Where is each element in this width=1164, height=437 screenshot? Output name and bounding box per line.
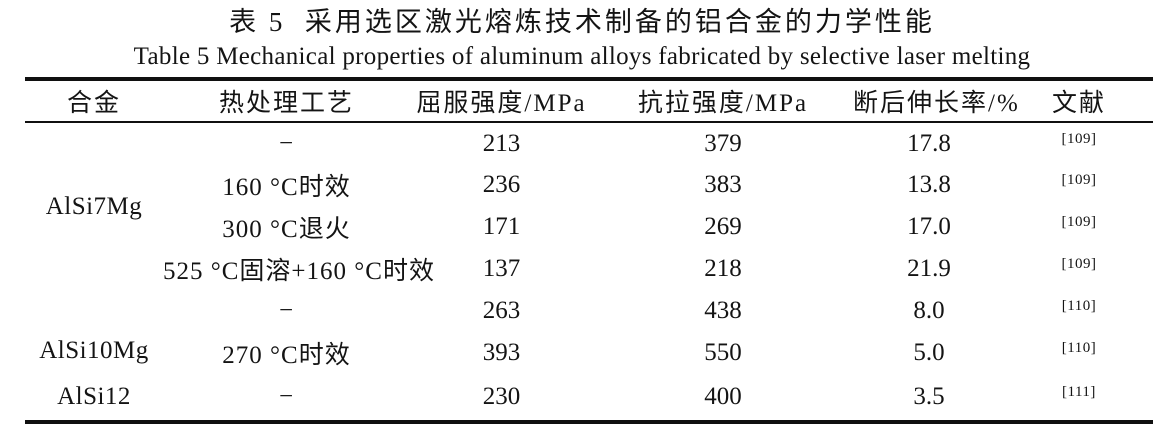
- cell-alloy: AlSi12: [57, 383, 131, 410]
- cell-elongation: 5.0: [913, 339, 945, 366]
- cell-elongation: 13.8: [907, 171, 951, 198]
- cell-treatment: −: [278, 383, 295, 410]
- column-header-alloy: 合金: [66, 90, 121, 117]
- cell-reference: [110]: [1005, 290, 1153, 332]
- cell-tensile-strength: 269: [704, 213, 742, 240]
- cell-treatment: −: [278, 297, 295, 324]
- column-header-treatment: 热处理工艺: [218, 90, 354, 117]
- cell-treatment: −: [278, 129, 295, 157]
- table-caption-english: Table 5 Mechanical properties of aluminu…: [133, 43, 1031, 70]
- reference-citation: [109]: [1061, 130, 1097, 147]
- cell-elongation: 8.0: [913, 297, 945, 324]
- table-caption-chinese: 表 5 采用选区激光熔炼技术制备的铝合金的力学性能: [229, 7, 935, 37]
- reference-citation: [109]: [1061, 172, 1097, 188]
- cell-tensile-strength: 218: [704, 255, 742, 282]
- cell-elongation: 21.9: [907, 255, 951, 282]
- cell-tensile-strength: 438: [704, 297, 742, 324]
- cell-treatment: 160 °C时效: [222, 174, 351, 201]
- table-row: 300 °C退火 171 269 17.0 [109]: [25, 206, 1153, 248]
- cell-reference: [109]: [1005, 164, 1153, 206]
- table-row: 270 °C时效 393 550 5.0 [110]: [25, 332, 1153, 374]
- table-row: AlSi10Mg − 263 438 8.0 [110]: [25, 290, 1153, 364]
- reference-citation: [111]: [1062, 384, 1096, 400]
- cell-yield-strength: 236: [482, 171, 521, 198]
- table-row: AlSi7Mg − 213 379 17.8 [109]: [25, 122, 1153, 220]
- table-row: AlSi12 − 230 400 3.5 [111]: [25, 374, 1153, 422]
- column-header-reference: 文献: [1051, 90, 1106, 117]
- cell-tensile-strength: 400: [704, 383, 742, 410]
- cell-treatment: 300 °C退火: [222, 216, 351, 243]
- table-row: 525 °C固溶+160 °C时效 137 218 21.9 [109]: [25, 248, 1153, 290]
- cell-treatment: 525 °C固溶+160 °C时效: [163, 258, 435, 285]
- cell-yield-strength: 213: [482, 129, 521, 157]
- cell-tensile-strength: 550: [704, 339, 742, 366]
- cell-tensile-strength: 379: [704, 129, 742, 157]
- column-header-tensile-strength: 抗拉强度/MPa: [637, 90, 809, 117]
- cell-elongation: 17.0: [907, 213, 951, 240]
- cell-reference: [109]: [1005, 248, 1153, 290]
- column-header-elongation: 断后伸长率/%: [853, 90, 1020, 117]
- cell-yield-strength: 263: [482, 297, 521, 324]
- cell-alloy: AlSi7Mg: [45, 192, 143, 220]
- column-header-yield-strength: 屈服强度/MPa: [416, 90, 587, 117]
- cell-yield-strength: 393: [482, 339, 521, 366]
- reference-citation: [110]: [1061, 298, 1097, 314]
- reference-citation: [109]: [1061, 214, 1097, 230]
- cell-reference: [109]: [1005, 206, 1153, 248]
- cell-alloy: AlSi10Mg: [39, 337, 149, 364]
- cell-yield-strength: 230: [482, 383, 521, 410]
- table-row: 160 °C时效 236 383 13.8 [109]: [25, 164, 1153, 206]
- reference-citation: [110]: [1061, 340, 1097, 356]
- mechanical-properties-table: 合金 热处理工艺 屈服强度/MPa 抗拉强度/MPa 断后伸长率/% 文献 Al…: [25, 77, 1153, 424]
- cell-tensile-strength: 383: [704, 171, 742, 198]
- cell-elongation: 17.8: [907, 129, 951, 157]
- cell-treatment: 270 °C时效: [222, 342, 351, 369]
- cell-elongation: 3.5: [913, 383, 945, 410]
- cell-yield-strength: 171: [482, 213, 521, 240]
- cell-reference: [109]: [1005, 122, 1153, 164]
- reference-citation: [109]: [1061, 256, 1097, 272]
- cell-reference: [110]: [1005, 332, 1153, 374]
- header-row: 合金 热处理工艺 屈服强度/MPa 抗拉强度/MPa 断后伸长率/% 文献: [25, 79, 1153, 122]
- cell-reference: [111]: [1005, 374, 1153, 422]
- cell-yield-strength: 137: [482, 255, 521, 282]
